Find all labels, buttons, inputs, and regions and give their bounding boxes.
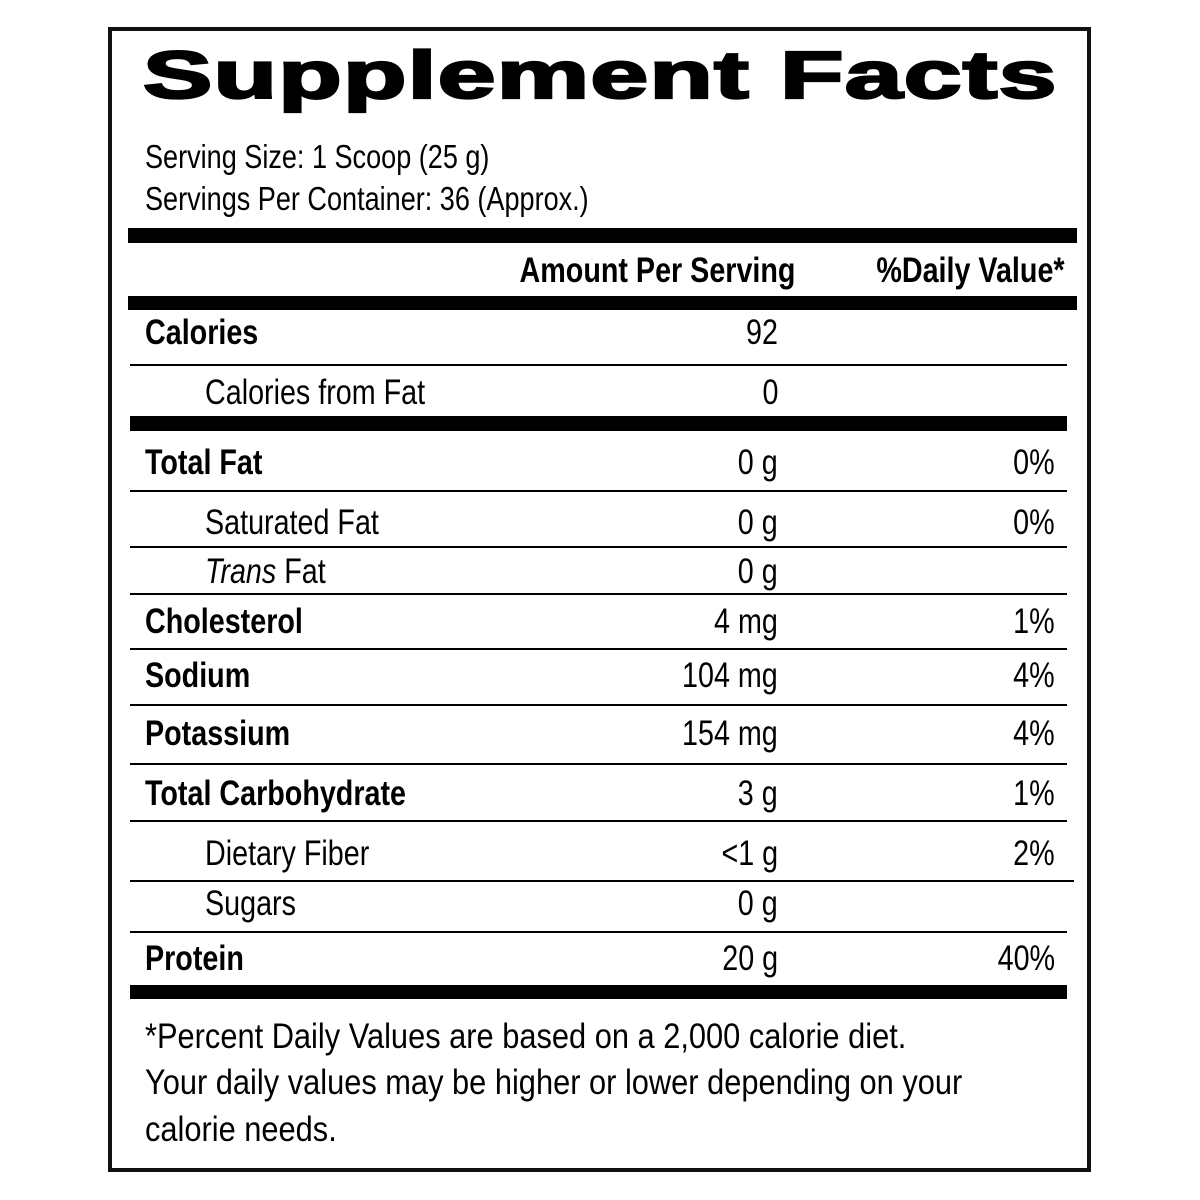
trans-italic: Trans bbox=[205, 552, 277, 591]
row-amount: 104 mg bbox=[682, 656, 778, 695]
serving-size: Serving Size: 1 Scoop (25 g) bbox=[145, 138, 490, 175]
footnote-line: Your daily values may be higher or lower… bbox=[145, 1063, 963, 1102]
row-dv: 0% bbox=[1013, 503, 1055, 542]
amount-header: Amount Per Serving bbox=[519, 251, 795, 290]
fat-text: Fat bbox=[276, 552, 326, 591]
divider bbox=[130, 490, 1067, 492]
divider bbox=[130, 820, 1067, 822]
row-amount: 0 bbox=[762, 373, 778, 412]
row-label-potassium: Potassium bbox=[145, 714, 291, 753]
row-label-sugars: Sugars bbox=[205, 884, 296, 923]
footnote-line: calorie needs. bbox=[145, 1110, 337, 1149]
row-label-sodium: Sodium bbox=[145, 656, 251, 695]
row-label-calories-from-fat: Calories from Fat bbox=[205, 373, 426, 412]
row-amount: 0 g bbox=[738, 884, 778, 923]
row-amount: 0 g bbox=[738, 443, 778, 482]
divider bbox=[130, 546, 1067, 548]
label-title: Supplement Facts bbox=[141, 38, 1058, 113]
row-label-trans-fat: Trans Fat bbox=[205, 552, 326, 592]
divider bbox=[130, 593, 1067, 595]
row-dv: 0% bbox=[1013, 443, 1055, 482]
row-label-total-fat: Total Fat bbox=[145, 443, 263, 482]
row-amount: 92 bbox=[746, 313, 778, 352]
thick-divider bbox=[128, 228, 1077, 243]
divider bbox=[130, 763, 1067, 765]
row-dv: 1% bbox=[1013, 774, 1055, 813]
divider bbox=[130, 364, 1067, 366]
row-amount: 154 mg bbox=[682, 714, 778, 753]
row-amount: 4 mg bbox=[714, 602, 778, 641]
row-dv: 40% bbox=[997, 939, 1055, 978]
thick-divider bbox=[130, 985, 1067, 999]
label-border bbox=[108, 27, 1091, 1172]
row-label-protein: Protein bbox=[145, 939, 244, 978]
divider bbox=[130, 931, 1067, 933]
row-label-dietary-fiber: Dietary Fiber bbox=[205, 834, 370, 873]
row-label-saturated-fat: Saturated Fat bbox=[205, 503, 379, 542]
thick-divider bbox=[128, 296, 1077, 310]
row-amount: 3 g bbox=[738, 774, 778, 813]
divider bbox=[130, 880, 1074, 882]
servings-per-container: Servings Per Container: 36 (Approx.) bbox=[145, 180, 589, 217]
thick-divider bbox=[130, 416, 1067, 431]
row-dv: 2% bbox=[1013, 834, 1055, 873]
row-amount: <1 g bbox=[721, 834, 778, 873]
row-dv: 1% bbox=[1013, 602, 1055, 641]
divider bbox=[130, 704, 1067, 706]
row-label-calories: Calories bbox=[145, 313, 259, 352]
row-dv: 4% bbox=[1013, 714, 1055, 753]
row-amount: 0 g bbox=[738, 503, 778, 542]
footnote-line: *Percent Daily Values are based on a 2,0… bbox=[145, 1017, 907, 1056]
divider bbox=[130, 648, 1067, 650]
row-label-cholesterol: Cholesterol bbox=[145, 602, 303, 641]
row-amount: 20 g bbox=[722, 939, 778, 978]
row-amount: 0 g bbox=[738, 552, 778, 591]
row-dv: 4% bbox=[1013, 656, 1055, 695]
daily-value-header: %Daily Value* bbox=[876, 251, 1065, 290]
row-label-total-carbohydrate: Total Carbohydrate bbox=[145, 774, 406, 813]
